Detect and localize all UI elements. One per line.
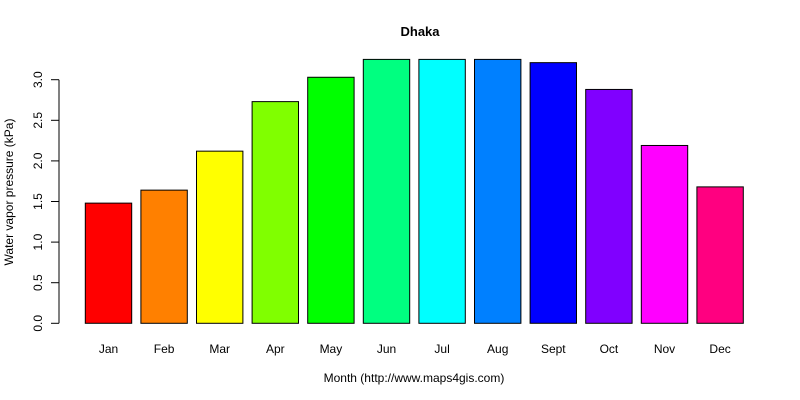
x-tick-label: Nov <box>654 342 675 356</box>
x-tick-label: Jul <box>434 342 449 356</box>
y-axis: 0.0 0.5 1.0 1.5 2.0 2.5 3.0 <box>31 71 60 332</box>
y-tick-label: 3.0 <box>31 71 45 88</box>
bar-jun <box>362 58 411 324</box>
x-tick-label: Sept <box>541 342 566 356</box>
bar-oct <box>585 88 633 324</box>
bars-group <box>84 58 744 324</box>
bar-sept <box>529 62 577 324</box>
y-axis-title: Water vapor pressure (kPa) <box>2 119 16 266</box>
bar-aug <box>474 58 522 324</box>
bar-feb <box>140 189 188 324</box>
y-tick-label: 1.0 <box>31 233 45 250</box>
y-tick-label: 2.5 <box>31 112 45 129</box>
x-tick-label: Dec <box>709 342 730 356</box>
x-tick-label: Jan <box>99 342 118 356</box>
bar-may <box>307 76 355 324</box>
chart-title: Dhaka <box>400 24 440 39</box>
x-tick-label: Jun <box>377 342 396 356</box>
x-axis-labels: Jan Feb Mar Apr May Jun Jul Aug Sept Oct Nov Dec <box>99 342 731 356</box>
x-tick-label: Oct <box>600 342 619 356</box>
y-tick-label: 0.5 <box>31 274 45 291</box>
x-axis-title: Month (http://www.maps4gis.com) <box>324 371 505 385</box>
bar-jan <box>84 202 133 324</box>
bar-dec <box>696 186 744 324</box>
x-tick-label: Feb <box>154 342 175 356</box>
y-tick-label: 2.0 <box>31 152 45 169</box>
x-tick-label: Aug <box>487 342 508 356</box>
y-tick-label: 0.0 <box>31 315 45 332</box>
x-tick-label: Apr <box>266 342 285 356</box>
y-tick-label: 1.5 <box>31 193 45 210</box>
bar-apr <box>251 101 300 324</box>
x-tick-label: May <box>320 342 343 356</box>
x-tick-label: Mar <box>209 342 230 356</box>
bar-jul <box>418 58 466 324</box>
bar-mar <box>196 150 244 324</box>
bar-nov <box>640 144 689 324</box>
